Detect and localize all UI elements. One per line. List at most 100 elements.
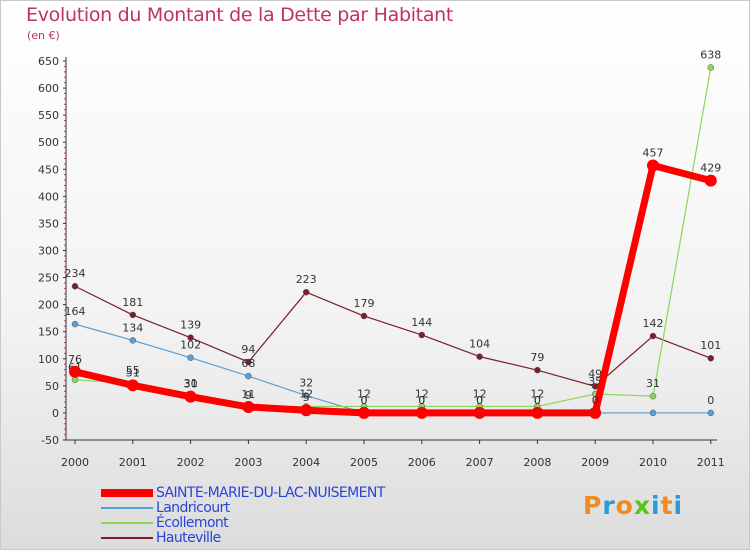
y-minor-tick [64, 217, 66, 219]
y-minor-tick [64, 82, 66, 84]
data-label: 0 [534, 394, 541, 407]
y-minor-tick [64, 163, 66, 165]
y-minor-tick [64, 363, 66, 365]
y-minor-tick [64, 152, 66, 154]
y-minor-tick [64, 293, 66, 295]
data-label: 5 [303, 391, 310, 404]
data-label: 0 [361, 394, 368, 407]
data-label: 49 [588, 367, 602, 380]
data-point [187, 354, 194, 361]
data-label: 79 [530, 351, 544, 364]
data-point [71, 376, 79, 384]
data-label: 134 [122, 321, 143, 334]
x-tick-label: 2000 [61, 456, 89, 469]
legend-swatch [101, 537, 153, 539]
y-tick-label: 400 [38, 190, 59, 203]
y-tick-label: 200 [38, 299, 59, 312]
data-point [531, 406, 544, 419]
y-minor-tick [64, 103, 66, 105]
data-point [242, 400, 255, 413]
data-label: 32 [299, 377, 313, 390]
data-label: 457 [643, 146, 664, 159]
data-point [245, 358, 252, 366]
chart-title: Evolution du Montant de la Dette par Hab… [26, 4, 454, 26]
data-label: 638 [700, 48, 721, 61]
y-tick-label: 150 [38, 326, 59, 339]
y-tick-label: 650 [38, 55, 59, 68]
y-tick-label: 550 [38, 109, 59, 122]
y-minor-tick [64, 282, 66, 284]
y-tick-label: 250 [38, 272, 59, 285]
data-point [707, 354, 715, 362]
legend-label: Hauteville [156, 530, 221, 546]
y-minor-tick [64, 417, 66, 419]
y-minor-tick [64, 174, 66, 176]
data-label: 12 [299, 387, 313, 400]
data-point [184, 390, 197, 403]
y-minor-tick [64, 201, 66, 203]
data-point [707, 64, 715, 71]
y-minor-tick [64, 179, 66, 181]
data-point [302, 392, 310, 399]
y-tick-label: 100 [38, 353, 59, 366]
data-point [707, 409, 715, 417]
data-label: 31 [184, 377, 198, 390]
data-label: 104 [469, 338, 490, 351]
y-minor-tick [64, 352, 66, 354]
series-ecollemont: 615531912121212123531638 [68, 48, 721, 412]
y-minor-tick [64, 255, 66, 257]
data-label: 0 [418, 394, 425, 407]
data-point [704, 174, 717, 187]
legend-swatch [101, 522, 153, 524]
x-tick-label: 2001 [119, 456, 147, 469]
data-label: 0 [534, 394, 541, 407]
data-point [71, 320, 79, 328]
x-tick-label: 2002 [177, 456, 205, 469]
y-minor-tick [64, 396, 66, 398]
y-minor-tick [64, 369, 66, 371]
data-label: 181 [122, 296, 143, 309]
y-minor-tick [64, 92, 66, 94]
data-label: 51 [126, 366, 140, 379]
y-minor-tick [64, 407, 66, 409]
data-label: 11 [241, 388, 255, 401]
y-minor-tick [64, 342, 66, 344]
y-minor-tick [64, 71, 66, 73]
y-tick-label: -50 [41, 434, 59, 447]
y-minor-tick [64, 190, 66, 192]
data-label: 68 [241, 357, 255, 370]
data-point [473, 406, 486, 419]
data-point [129, 311, 137, 319]
data-point [415, 406, 428, 419]
y-minor-tick [64, 379, 66, 381]
y-minor-tick [64, 298, 66, 300]
data-point [418, 331, 426, 339]
data-point [360, 312, 368, 320]
y-minor-tick [64, 206, 66, 208]
data-point [126, 379, 139, 392]
series-line [74, 66, 712, 409]
logo-letter: i [651, 491, 661, 520]
data-label: 164 [65, 305, 86, 318]
data-label: 0 [707, 394, 714, 407]
logo-letter: t [660, 491, 674, 520]
data-label: 76 [68, 353, 82, 366]
data-point [647, 159, 659, 172]
y-minor-tick [64, 239, 66, 241]
y-minor-tick [64, 320, 66, 322]
data-label: 55 [126, 364, 140, 377]
y-minor-tick [64, 423, 66, 425]
legend-label: Landricourt [156, 500, 230, 516]
y-minor-tick [64, 260, 66, 262]
legend-item: Hauteville [101, 530, 221, 546]
y-tick-label: 600 [38, 82, 59, 95]
y-minor-tick [64, 109, 66, 111]
x-tick-label: 2003 [234, 456, 262, 469]
data-label: 12 [357, 387, 371, 400]
logo-letter: r [602, 491, 616, 520]
data-label: 179 [354, 297, 375, 310]
y-minor-tick [64, 120, 66, 122]
x-tick-label: 2010 [639, 456, 667, 469]
y-minor-tick [64, 325, 66, 327]
data-point [534, 366, 541, 374]
